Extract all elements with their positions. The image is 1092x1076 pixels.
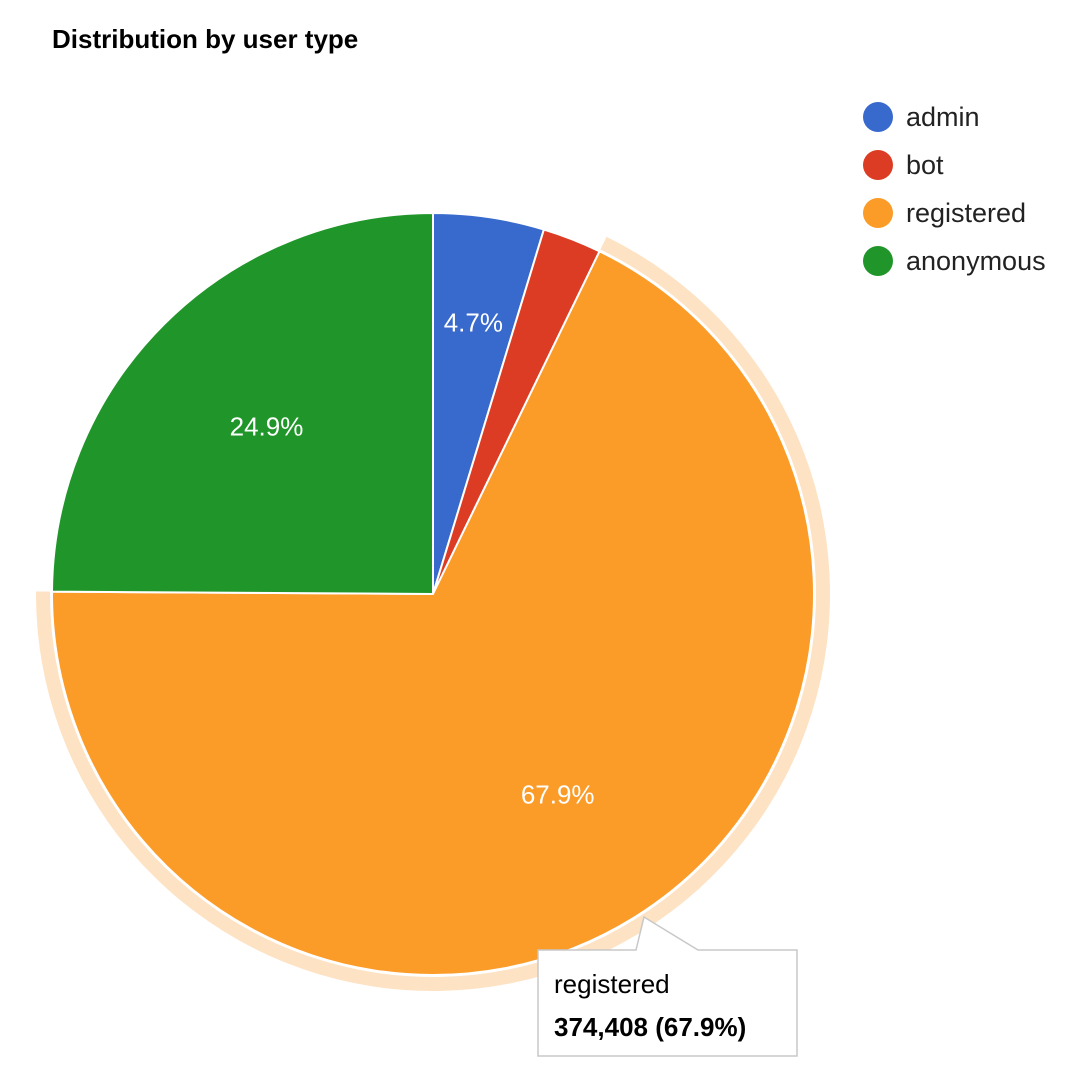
pie-slice-registered[interactable]: [51, 250, 815, 976]
slice-label-admin: 4.7%: [444, 308, 503, 338]
legend-label-registered[interactable]: registered: [906, 198, 1026, 228]
legend-marker-bot[interactable]: [863, 150, 893, 180]
legend-marker-registered[interactable]: [863, 198, 893, 228]
tooltip-box: [537, 915, 798, 1057]
slice-label-anonymous: 24.9%: [230, 411, 304, 441]
slice-labels-layer: 4.7% 67.9% 24.9%: [230, 308, 595, 810]
tooltip: registered 374,408 (67.9%): [537, 915, 798, 1057]
slice-label-registered: 67.9%: [521, 780, 595, 810]
pie-slice-anonymous[interactable]: [51, 212, 434, 595]
slices-layer: [51, 212, 815, 976]
chart-title: Distribution by user type: [52, 24, 358, 54]
legend-marker-anonymous[interactable]: [863, 246, 893, 276]
legend-label-bot[interactable]: bot: [906, 150, 944, 180]
tooltip-label: registered: [554, 969, 670, 999]
tooltip-value: 374,408 (67.9%): [554, 1012, 746, 1042]
legend: admin bot registered anonymous: [863, 102, 1046, 276]
legend-label-admin[interactable]: admin: [906, 102, 980, 132]
legend-label-anonymous[interactable]: anonymous: [906, 246, 1046, 276]
legend-marker-admin[interactable]: [863, 102, 893, 132]
